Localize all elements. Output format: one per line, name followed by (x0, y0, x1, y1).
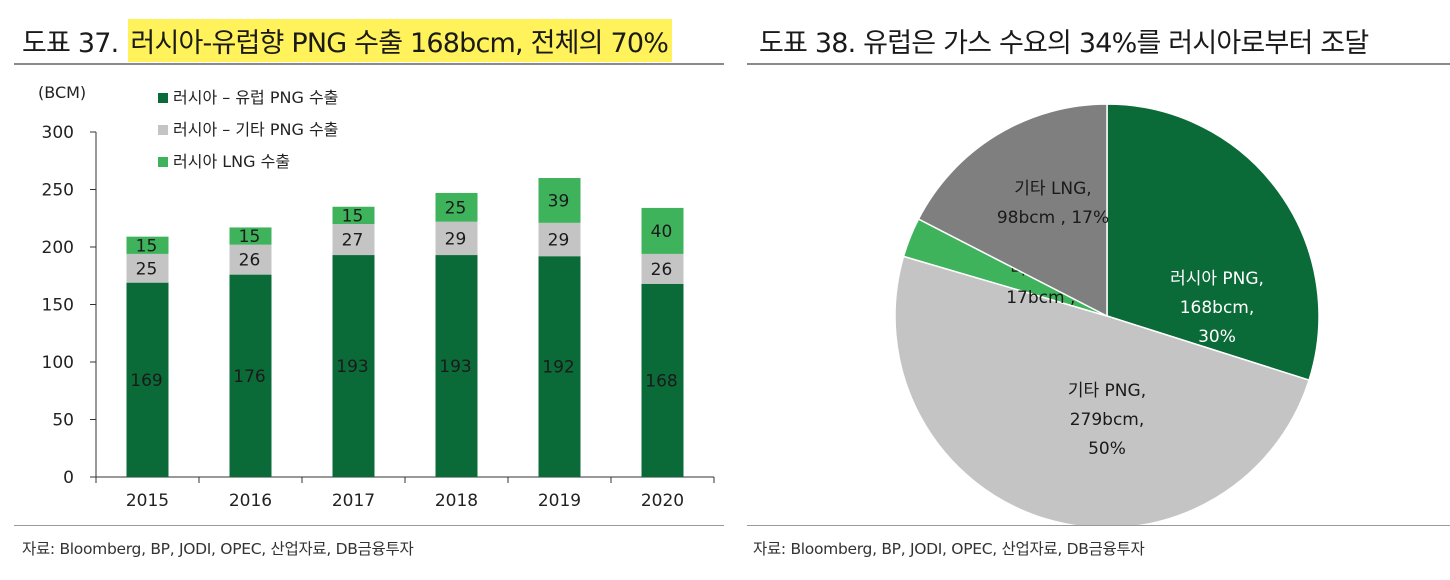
pie-slice (1106, 103, 1320, 382)
pie-slice-label: 168bcm, (1180, 298, 1255, 318)
left-title-rule (14, 63, 724, 65)
left-title-number: 도표 37. (22, 27, 119, 59)
bar-segment (641, 207, 684, 254)
bar-segment (332, 224, 375, 256)
bar-segment (435, 192, 478, 222)
y-tick-label: 0 (63, 468, 74, 488)
bar-data-label: 15 (239, 227, 261, 247)
bar-data-label: 39 (548, 191, 570, 211)
bar-data-label: 193 (439, 357, 471, 377)
pie-slice-label: 기타 LNG, (1014, 179, 1091, 199)
left-title-highlight: 러시아-유럽향 PNG 수출 168bcm, 전체의 70% (128, 18, 673, 62)
right-chart-title: 도표 38. 유럽은 가스 수요의 34%를 러시아로부터 조달 (759, 27, 1369, 59)
bar-data-label: 27 (342, 231, 364, 251)
bar-data-label: 15 (136, 236, 158, 256)
bar-segment (538, 178, 581, 223)
bar-data-label: 193 (336, 357, 368, 377)
pie-slice-label: 50% (1088, 439, 1126, 459)
x-tick-label: 2018 (435, 491, 478, 511)
y-tick-label: 50 (52, 411, 74, 431)
left-chart-panel: 도표 37. 러시아-유럽향 PNG 수출 168bcm, 전체의 70% (B… (14, 18, 724, 558)
bar-segment (332, 255, 375, 477)
legend-label: 러시아 – 유럽 PNG 수출 (173, 88, 338, 107)
y-axis-unit-label: (BCM) (38, 83, 86, 102)
pie-slice (917, 103, 1108, 318)
bar-data-label: 25 (445, 198, 467, 218)
bar-data-label: 168 (645, 371, 677, 391)
y-tick-label: 300 (42, 123, 74, 143)
stacked-bar-chart: (BCM) 0 50 100 150 200 250 300 2015 169 25 15 2016 17… (38, 83, 715, 511)
bar-data-label: 26 (239, 251, 261, 271)
x-tick-label: 2015 (126, 491, 169, 511)
legend-swatch (158, 157, 168, 167)
bar-data-label: 192 (542, 358, 574, 378)
bar-segment (641, 283, 684, 477)
y-tick-label: 100 (42, 353, 74, 373)
legend-label: 러시아 LNG 수출 (173, 152, 290, 171)
y-tick-label: 200 (42, 238, 74, 258)
bar-data-label: 26 (651, 260, 673, 280)
pie-slice (894, 255, 1311, 526)
right-source-note: 자료: Bloomberg, BP, JODI, OPEC, 산업자료, DB금… (753, 540, 1145, 558)
bar-segment (332, 206, 375, 224)
bar-data-label: 40 (651, 222, 673, 242)
bar-segment (229, 274, 272, 477)
pie-slice-label: 러시아 PNG, (1170, 269, 1264, 289)
bar-segment (538, 222, 581, 257)
x-tick-label: 2020 (641, 491, 684, 511)
y-tick-label: 150 (42, 296, 74, 316)
bar-data-label: 169 (130, 371, 162, 391)
bar-segment (126, 253, 169, 283)
legend-swatch (158, 125, 168, 135)
x-tick-label: 2019 (538, 491, 581, 511)
bar-data-label: 29 (445, 229, 467, 249)
right-title-rule (747, 63, 1450, 65)
left-source-note: 자료: Bloomberg, BP, JODI, OPEC, 산업자료, DB금… (22, 540, 414, 558)
left-chart-title: 도표 37. 러시아-유럽향 PNG 수출 168bcm, 전체의 70% (22, 18, 673, 62)
bar-segment (641, 253, 684, 284)
x-tick-label: 2016 (229, 491, 272, 511)
bar-data-label: 176 (233, 367, 265, 387)
bar-data-label: 29 (548, 231, 570, 251)
pie-slice-label: 30% (1198, 327, 1236, 347)
bar-segment (126, 282, 169, 477)
bar-segment (229, 244, 272, 275)
left-footer-rule (14, 525, 724, 526)
x-tick-label: 2017 (332, 491, 375, 511)
legend-swatch (158, 93, 168, 103)
pie-chart: 러시아 PNG,168bcm,30%기타 PNG,279bcm,50%러시아 L… (894, 103, 1320, 526)
bar-segment (435, 221, 478, 256)
bar-data-label: 15 (342, 206, 364, 226)
bar-segment (538, 256, 581, 477)
bar-segment (126, 236, 169, 254)
bar-segment (435, 255, 478, 477)
pie-slice-label: 279bcm, (1070, 410, 1145, 430)
right-footer-rule (747, 525, 1450, 526)
y-tick-label: 250 (42, 181, 74, 201)
legend-label: 러시아 – 기타 PNG 수출 (173, 120, 338, 139)
pie-slice-label: 기타 PNG, (1068, 381, 1146, 401)
bar-segment (229, 227, 272, 245)
pie-slice-label: 98bcm , 17% (997, 208, 1109, 228)
right-chart-panel: 도표 38. 유럽은 가스 수요의 34%를 러시아로부터 조달 러시아 PNG… (745, 0, 1450, 580)
bar-data-label: 25 (136, 259, 158, 279)
